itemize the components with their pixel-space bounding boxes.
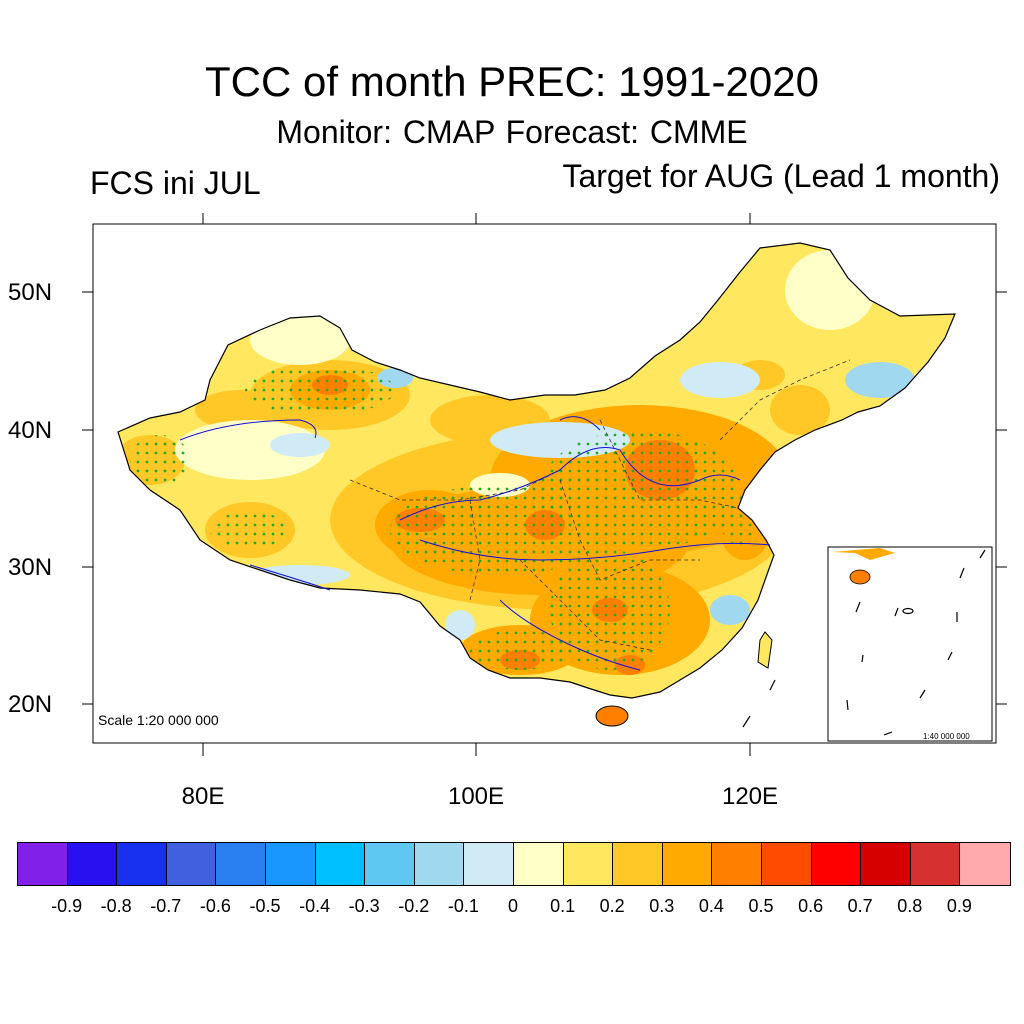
colorbar-cell xyxy=(315,843,366,885)
colorbar-tick-label: 0.5 xyxy=(748,896,774,916)
colorbar-tick-label: 0 xyxy=(507,896,518,916)
colorbar-cell xyxy=(761,843,812,885)
lon-label-120e: 120E xyxy=(721,783,779,810)
colorbar-tick-label: -0.7 xyxy=(150,896,182,916)
colorbar-tick-label: 0.8 xyxy=(897,896,923,916)
chart-subtitle: Monitor: CMAP Forecast: CMME xyxy=(276,114,748,150)
chart-title: TCC of month PREC: 1991-2020 xyxy=(205,58,819,105)
colorbar-tick-label: 0.9 xyxy=(946,896,972,916)
colorbar-tick-label: -0.5 xyxy=(249,896,281,916)
colorbar-tick-label: 0.2 xyxy=(599,896,625,916)
colorbar-cell xyxy=(67,843,118,885)
colorbar xyxy=(17,842,1011,886)
taiwan-island xyxy=(757,631,773,669)
colorbar-cell xyxy=(563,843,614,885)
colorbar-cell xyxy=(265,843,316,885)
province-boundaries xyxy=(349,359,851,651)
colorbar-tick-label: -0.1 xyxy=(447,896,479,916)
colorbar-cell xyxy=(811,843,862,885)
colorbar-cell xyxy=(662,843,713,885)
china-outline xyxy=(117,242,956,699)
colorbar-cell xyxy=(464,843,514,885)
colorbar-tick-label: 0.4 xyxy=(698,896,724,916)
colorbar-cell xyxy=(861,843,911,885)
colorbar-cell xyxy=(613,843,663,885)
hainan-island xyxy=(595,705,629,727)
lat-label-50n: 50N xyxy=(8,279,53,306)
colorbar-cell xyxy=(414,843,465,885)
colorbar-cell xyxy=(216,843,266,885)
colorbar-tick-label: 0.7 xyxy=(847,896,873,916)
rivers xyxy=(179,416,771,671)
lon-label-100e: 100E xyxy=(447,783,505,810)
colorbar-cell xyxy=(117,843,167,885)
colorbar-cell xyxy=(712,843,762,885)
lat-label-40n: 40N xyxy=(8,417,53,444)
south-china-sea-inset xyxy=(827,546,993,742)
colorbar-tick-label: 0.3 xyxy=(649,896,675,916)
lat-label-20n: 20N xyxy=(8,691,53,718)
colorbar-tick-label: -0.9 xyxy=(51,896,83,916)
colorbar-tick-label: -0.3 xyxy=(348,896,380,916)
scale-label: Scale 1:20 000 000 xyxy=(98,712,219,728)
colorbar-tick-label: -0.2 xyxy=(398,896,430,916)
colorbar-tick-label: 0.6 xyxy=(798,896,824,916)
colorbar-tick-label: 0.1 xyxy=(550,896,576,916)
colorbar-cell xyxy=(166,843,217,885)
colorbar-cell xyxy=(365,843,415,885)
colorbar-tick-label: -0.6 xyxy=(199,896,231,916)
colorbar-cell xyxy=(960,843,1010,885)
colorbar-tick-label: -0.4 xyxy=(299,896,331,916)
target-label: Target for AUG (Lead 1 month) xyxy=(562,158,1000,194)
lat-label-30n: 30N xyxy=(8,554,53,581)
colorbar-cell xyxy=(910,843,961,885)
inset-scale-label: 1:40 000 000 xyxy=(923,732,970,741)
colorbar-cell xyxy=(18,843,68,885)
colorbar-cell xyxy=(513,843,564,885)
axis-ticks xyxy=(82,213,1007,756)
init-label: FCS ini JUL xyxy=(90,165,261,201)
lon-label-80e: 80E xyxy=(181,783,225,810)
colorbar-tick-label: -0.8 xyxy=(100,896,132,916)
